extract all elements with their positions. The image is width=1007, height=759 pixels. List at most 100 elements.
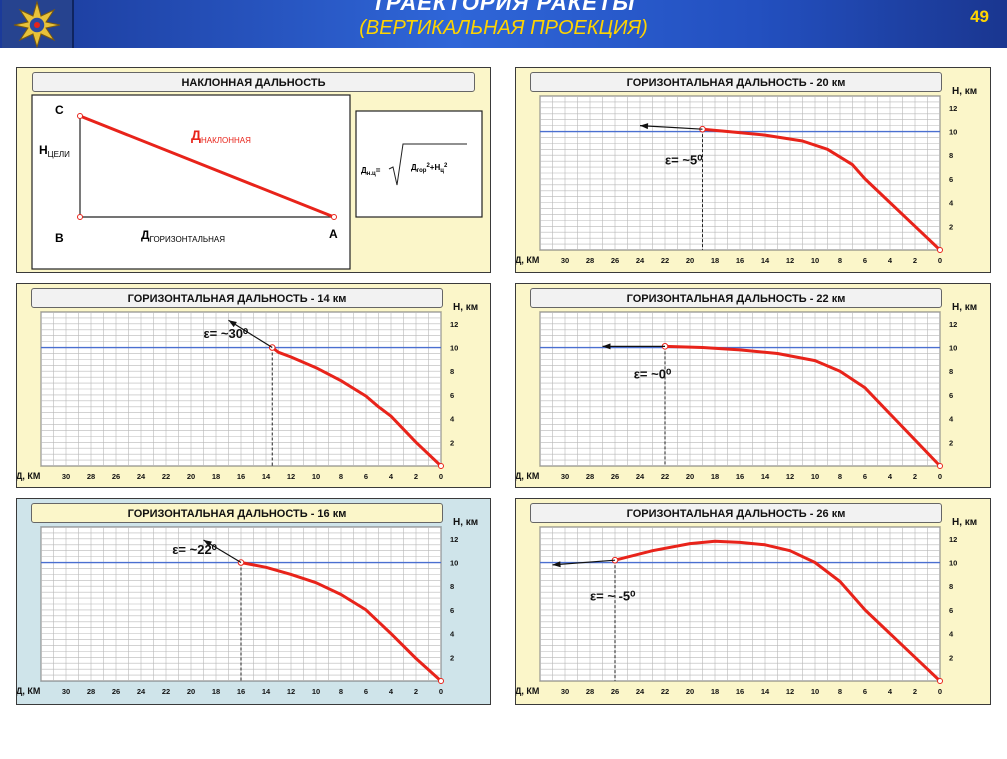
x-tick-label: 22 <box>162 472 170 481</box>
angle-annotation: ε= ~5⁰ <box>665 153 703 168</box>
x-tick-label: 18 <box>711 256 719 265</box>
x-tick-label: 2 <box>913 687 917 696</box>
vertex-c-label: C <box>55 103 64 117</box>
x-tick-label: 24 <box>636 687 645 696</box>
hypotenuse-label: ДНАКЛОННАЯ <box>191 127 251 145</box>
x-tick-label: 20 <box>187 687 195 696</box>
angle-annotation: ε= ~0⁰ <box>634 366 672 381</box>
angle-annotation: ε= ~ -5⁰ <box>590 588 636 603</box>
x-tick-label: 18 <box>711 472 719 481</box>
x-tick-label: 28 <box>586 472 594 481</box>
chart-panel-16km[interactable]: ГОРИЗОНТАЛЬНАЯ ДАЛЬНОСТЬ - 16 км 30 28 26 2… <box>16 498 491 705</box>
page-number: 49 <box>970 7 989 26</box>
y-axis-label: Н, км <box>952 302 977 313</box>
formula-lhs: Дн.ц= <box>361 166 381 177</box>
trajectory-line <box>239 561 443 683</box>
launch-point <box>937 463 943 469</box>
x-axis-label: Д, КМ <box>17 686 40 696</box>
y-tick-label: 4 <box>949 199 954 208</box>
x-tick-label: 26 <box>611 256 619 265</box>
page-subtitle: (ВЕРТИКАЛЬНАЯ ПРОЕКЦИЯ) <box>359 17 648 39</box>
x-tick-label: 0 <box>439 687 443 696</box>
launch-point <box>937 678 943 684</box>
x-tick-label: 26 <box>112 472 120 481</box>
x-tick-label: 16 <box>736 687 744 696</box>
vertex-a-dot <box>331 214 337 220</box>
y-tick-label: 8 <box>450 367 454 376</box>
x-tick-label: 8 <box>339 687 343 696</box>
formula-rhs: Дгор2+Hц2 <box>411 163 448 174</box>
x-tick-label: 16 <box>736 256 744 265</box>
x-tick-label: 16 <box>237 687 245 696</box>
chart-panel-22km: ГОРИЗОНТАЛЬНАЯ ДАЛЬНОСТЬ - 22 км 30 28 26 2… <box>515 283 991 488</box>
y-tick-label: 10 <box>949 344 957 353</box>
vertex-a-label: A <box>329 227 338 241</box>
vertex-b-label: B <box>55 231 64 245</box>
x-tick-label: 2 <box>913 256 917 265</box>
trajectory-line <box>663 344 942 468</box>
x-tick-label: 10 <box>811 687 819 696</box>
y-tick-label: 10 <box>949 559 957 568</box>
x-tick-label: 24 <box>137 687 146 696</box>
y-tick-label: 12 <box>450 535 458 544</box>
x-tick-label: 30 <box>561 256 569 265</box>
x-axis-label: Д, КМ <box>516 255 539 265</box>
chart-title: ГОРИЗОНТАЛЬНАЯ ДАЛЬНОСТЬ - 22 км <box>530 288 942 308</box>
x-tick-label: 18 <box>711 687 719 696</box>
x-tick-label: 22 <box>661 687 669 696</box>
y-tick-label: 8 <box>450 582 454 591</box>
sqrt-sign-icon <box>388 143 467 186</box>
y-tick-label: 12 <box>949 535 957 544</box>
x-tick-label: 14 <box>262 472 271 481</box>
x-tick-label: 6 <box>364 472 368 481</box>
slant-range-title: НАКЛОННАЯ ДАЛЬНОСТЬ <box>32 72 475 92</box>
chart-title: ГОРИЗОНТАЛЬНАЯ ДАЛЬНОСТЬ - 26 км <box>530 503 942 523</box>
x-tick-label: 8 <box>339 472 343 481</box>
x-tick-label: 14 <box>761 472 770 481</box>
x-tick-label: 20 <box>686 256 694 265</box>
y-tick-label: 4 <box>450 415 455 424</box>
x-tick-label: 4 <box>389 472 394 481</box>
x-tick-label: 0 <box>938 256 942 265</box>
y-axis-label: Н, км <box>453 302 478 313</box>
x-tick-label: 28 <box>87 687 95 696</box>
x-tick-label: 10 <box>811 256 819 265</box>
y-axis-label: Н, км <box>952 86 977 97</box>
x-tick-label: 10 <box>312 472 320 481</box>
x-tick-label: 12 <box>786 472 794 481</box>
x-tick-label: 12 <box>287 687 295 696</box>
x-tick-label: 4 <box>389 687 394 696</box>
angle-annotation: ε= ~22⁰ <box>172 542 217 557</box>
x-tick-label: 14 <box>761 256 770 265</box>
slant-range-diagram: C B A HЦЕЛИ ДНАКЛОННАЯ ДГОРИЗОНТАЛЬНАЯ Д… <box>31 94 483 270</box>
x-tick-label: 22 <box>162 687 170 696</box>
x-tick-label: 8 <box>838 472 842 481</box>
x-axis-label: Д, КМ <box>516 686 539 696</box>
x-tick-label: 2 <box>414 687 418 696</box>
page-title: ТРАЕКТОРИЯ РАКЕТЫ <box>371 0 636 15</box>
y-tick-label: 10 <box>949 128 957 137</box>
launch-point <box>438 678 444 684</box>
y-tick-label: 2 <box>450 653 454 662</box>
x-tick-label: 0 <box>938 687 942 696</box>
x-tick-label: 6 <box>863 472 867 481</box>
velocity-vector <box>639 125 703 130</box>
y-tick-label: 6 <box>450 391 454 400</box>
x-tick-label: 30 <box>62 687 70 696</box>
launch-point <box>937 247 943 253</box>
x-tick-label: 6 <box>863 256 867 265</box>
x-tick-label: 24 <box>137 472 146 481</box>
x-tick-label: 28 <box>586 256 594 265</box>
launch-point <box>438 463 444 469</box>
x-tick-label: 6 <box>364 687 368 696</box>
x-axis-label: Д, КМ <box>17 471 40 481</box>
x-axis-label: Д, КМ <box>516 471 539 481</box>
y-tick-label: 2 <box>949 438 953 447</box>
emblem-icon <box>2 0 74 49</box>
x-tick-label: 0 <box>938 472 942 481</box>
x-tick-label: 26 <box>611 472 619 481</box>
velocity-vector <box>228 319 273 349</box>
